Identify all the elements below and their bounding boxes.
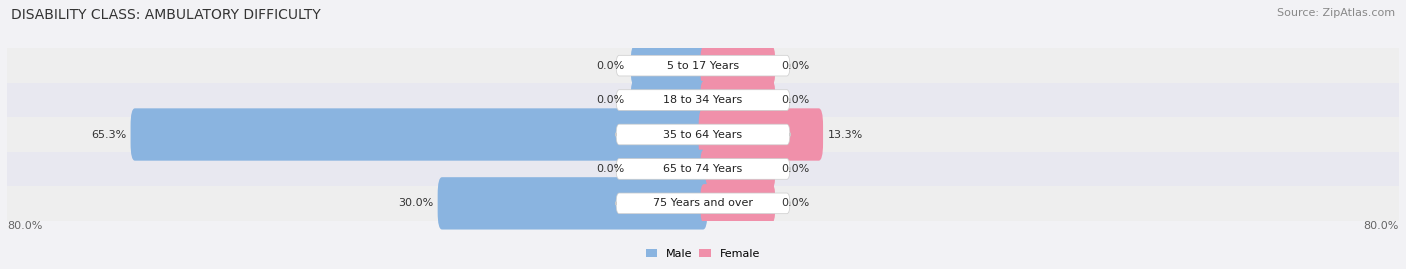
Text: 13.3%: 13.3% — [827, 129, 863, 140]
Text: 0.0%: 0.0% — [782, 164, 810, 174]
Text: DISABILITY CLASS: AMBULATORY DIFFICULTY: DISABILITY CLASS: AMBULATORY DIFFICULTY — [11, 8, 321, 22]
Bar — [7, 117, 1399, 152]
Bar — [7, 83, 1399, 117]
Text: 18 to 34 Years: 18 to 34 Years — [664, 95, 742, 105]
Text: 0.0%: 0.0% — [782, 198, 810, 208]
Text: 65.3%: 65.3% — [91, 129, 127, 140]
FancyBboxPatch shape — [699, 108, 823, 161]
Text: 30.0%: 30.0% — [398, 198, 433, 208]
FancyBboxPatch shape — [616, 90, 790, 110]
Bar — [7, 48, 1399, 83]
Bar — [7, 152, 1399, 186]
FancyBboxPatch shape — [700, 150, 775, 188]
Text: 0.0%: 0.0% — [596, 164, 624, 174]
FancyBboxPatch shape — [700, 81, 775, 119]
Text: 80.0%: 80.0% — [1364, 221, 1399, 231]
Legend: Male, Female: Male, Female — [641, 244, 765, 263]
Text: 65 to 74 Years: 65 to 74 Years — [664, 164, 742, 174]
FancyBboxPatch shape — [700, 46, 775, 85]
Text: 35 to 64 Years: 35 to 64 Years — [664, 129, 742, 140]
Text: 75 Years and over: 75 Years and over — [652, 198, 754, 208]
FancyBboxPatch shape — [616, 193, 790, 214]
FancyBboxPatch shape — [700, 184, 775, 223]
FancyBboxPatch shape — [131, 108, 707, 161]
Text: 0.0%: 0.0% — [782, 95, 810, 105]
Text: 5 to 17 Years: 5 to 17 Years — [666, 61, 740, 71]
Text: Source: ZipAtlas.com: Source: ZipAtlas.com — [1277, 8, 1395, 18]
Text: 80.0%: 80.0% — [7, 221, 42, 231]
FancyBboxPatch shape — [437, 177, 707, 229]
Text: 0.0%: 0.0% — [596, 95, 624, 105]
FancyBboxPatch shape — [631, 150, 706, 188]
FancyBboxPatch shape — [631, 81, 706, 119]
FancyBboxPatch shape — [616, 55, 790, 76]
Bar — [7, 186, 1399, 221]
FancyBboxPatch shape — [616, 124, 790, 145]
Text: 0.0%: 0.0% — [782, 61, 810, 71]
Text: 0.0%: 0.0% — [596, 61, 624, 71]
FancyBboxPatch shape — [616, 159, 790, 179]
FancyBboxPatch shape — [631, 46, 706, 85]
